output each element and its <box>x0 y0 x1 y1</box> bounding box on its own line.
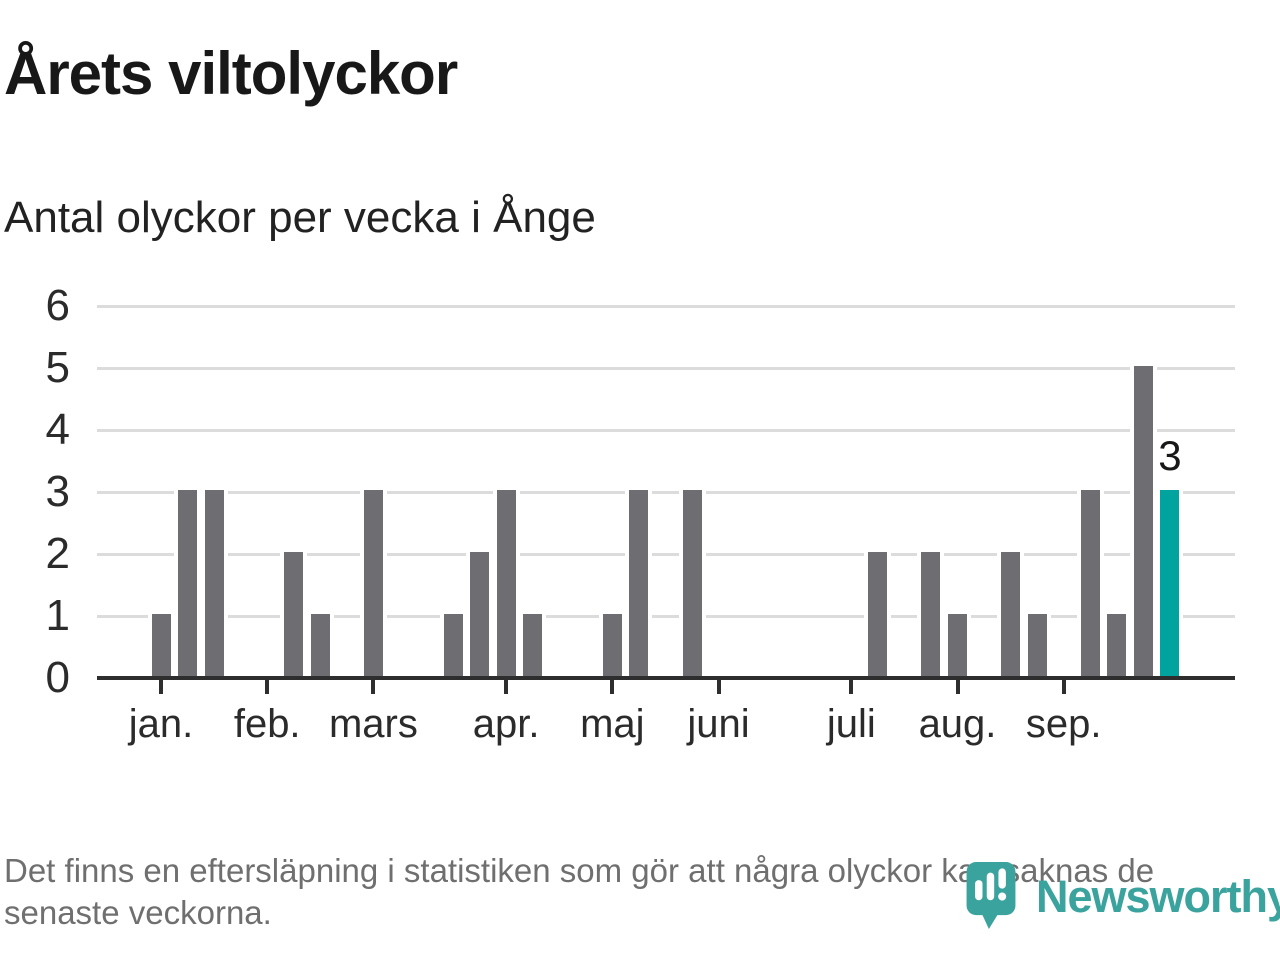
x-tick-label: maj <box>580 702 645 746</box>
y-tick-label: 6 <box>45 281 70 330</box>
bar <box>496 490 516 676</box>
y-tick-label: 4 <box>45 405 70 454</box>
gridline <box>97 305 1235 308</box>
bar-value-label: 3 <box>1158 432 1182 479</box>
bar <box>470 552 490 676</box>
bar <box>523 614 543 676</box>
x-tick-mark <box>159 680 163 694</box>
chart-plot: 0 1 2 3 4 5 6 jan. feb. mars apr. maj juni juli aug. se… <box>45 281 1235 746</box>
x-tick-mark <box>610 680 615 694</box>
x-tick-mark <box>849 680 854 694</box>
x-tick-label: sep. <box>1025 702 1102 746</box>
bar <box>284 552 304 676</box>
gridline <box>97 429 1235 432</box>
x-tick-mark <box>265 680 270 694</box>
gridline <box>97 553 1235 556</box>
bar <box>1027 614 1047 676</box>
x-tick-label: feb. <box>233 702 301 746</box>
x-tick-label: juli <box>826 702 876 746</box>
x-tick-label: apr. <box>472 702 540 746</box>
x-tick-label: juni <box>687 702 750 746</box>
bar <box>310 614 330 676</box>
gridline <box>97 491 1235 494</box>
x-tick-mark <box>955 680 960 694</box>
bar <box>151 614 171 676</box>
bar <box>443 614 463 676</box>
y-tick-label: 5 <box>45 343 70 392</box>
chart-subtitle: Antal olyckor per vecka i Ånge <box>4 193 596 242</box>
x-tick-mark <box>716 680 721 694</box>
y-tick-label: 0 <box>45 653 70 702</box>
highlight-bar <box>1160 490 1180 676</box>
x-tick-mark <box>371 680 376 694</box>
x-tick-mark <box>1061 680 1066 694</box>
page-title: Årets viltolyckor <box>4 40 458 107</box>
newsworthy-wordmark: Newsworthy <box>1036 871 1280 922</box>
bar <box>1133 366 1153 676</box>
bar <box>1107 614 1127 676</box>
x-tick-label: jan. <box>128 702 194 746</box>
gridline <box>97 367 1235 370</box>
bar <box>1001 552 1021 676</box>
bar <box>682 490 702 676</box>
bar <box>204 490 224 676</box>
x-axis-line <box>97 676 1235 680</box>
newsworthy-logo: Newsworthy <box>966 862 1280 930</box>
gridline <box>97 615 1235 618</box>
x-tick-label: aug. <box>918 702 997 746</box>
newsworthy-pin-barchart-icon <box>966 862 1016 929</box>
bar <box>1080 490 1100 676</box>
chart-footnote: Det finns en eftersläpning i statistiken… <box>4 852 1155 931</box>
x-tick-mark <box>504 680 509 694</box>
bar <box>602 614 622 676</box>
x-tick-label: mars <box>328 702 418 746</box>
bar <box>948 614 967 676</box>
bar <box>629 490 649 676</box>
bar <box>178 490 198 676</box>
y-tick-label: 3 <box>45 467 70 516</box>
bar <box>363 490 383 676</box>
y-tick-label: 2 <box>45 529 70 578</box>
bar <box>868 552 888 676</box>
bar <box>921 552 941 676</box>
y-tick-label: 1 <box>45 591 70 640</box>
